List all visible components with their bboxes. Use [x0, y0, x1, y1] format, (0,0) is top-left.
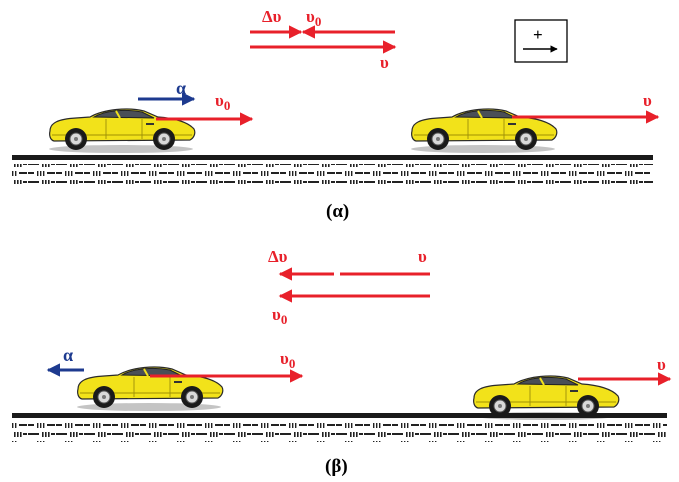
- caption-alpha: (α): [326, 201, 349, 222]
- v-label: υ: [418, 247, 427, 266]
- vector-diagram-a: Δυ υ0 υ: [250, 7, 397, 72]
- road-a: [12, 155, 653, 184]
- v0-car-label: υ0: [215, 91, 230, 113]
- car-icon: [76, 366, 224, 412]
- v0-label: υ0: [306, 7, 321, 29]
- acceleration-label: α: [63, 345, 73, 365]
- panel-alpha: Δυ υ0 υ + α υ0 υ (α): [12, 7, 660, 222]
- positive-sign: +: [533, 25, 543, 44]
- panel-beta: Δυ υ υ0 α υ0 υ (β): [12, 247, 672, 477]
- delta-v-label: Δυ: [268, 247, 288, 266]
- acceleration-label: α: [176, 78, 186, 98]
- vector-diagram-b: Δυ υ υ0: [268, 247, 430, 327]
- caption-beta: (β): [325, 456, 348, 477]
- v-car-label: υ: [657, 355, 666, 374]
- v-car-label: υ: [643, 91, 652, 110]
- v0-label: υ0: [272, 305, 287, 327]
- v-label: υ: [380, 53, 389, 72]
- delta-v-label: Δυ: [262, 7, 282, 26]
- v0-car-label: υ0: [280, 349, 295, 371]
- road-b: [12, 413, 667, 442]
- positive-direction-icon: +: [514, 19, 568, 63]
- car-icon: [48, 108, 196, 154]
